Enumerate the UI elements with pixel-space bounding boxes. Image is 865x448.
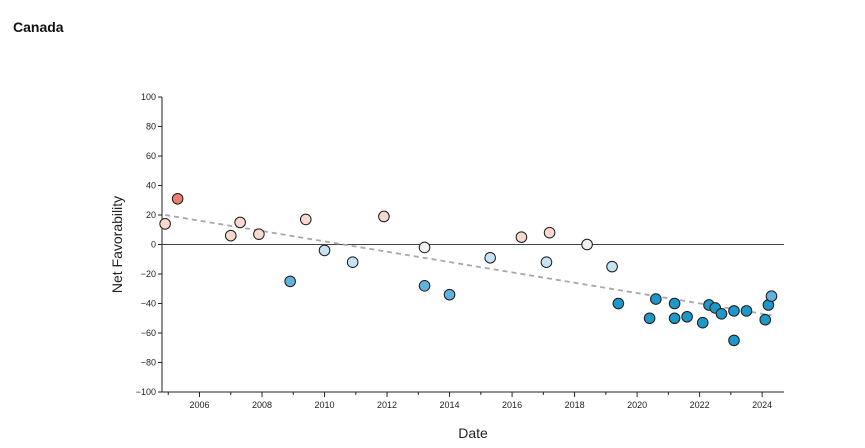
y-tick-label: −80 (141, 358, 156, 368)
data-point (606, 260, 618, 273)
data-point (543, 226, 556, 239)
x-tick-label: 2010 (315, 400, 335, 410)
y-tick-label: −20 (141, 269, 156, 279)
data-point (681, 310, 693, 323)
x-axis-ticks: 2006 2008 2010 2012 2014 2016 2018 2020 2022 2024 (167, 392, 772, 410)
x-tick-label: 2018 (565, 400, 585, 410)
y-tick-label: −60 (141, 328, 156, 338)
data-point (418, 241, 431, 254)
data-points (159, 192, 778, 347)
x-tick-label: 2016 (502, 400, 522, 410)
x-tick-label: 2008 (252, 400, 272, 410)
trend-line (164, 214, 772, 317)
data-point (171, 192, 184, 205)
data-point (668, 312, 681, 325)
data-point (728, 334, 740, 347)
y-axis-ticks: 100 80 60 40 20 0 −20 −40 −60 −80 −100 (136, 92, 162, 397)
x-tick-label: 2006 (189, 400, 209, 410)
data-point (728, 305, 740, 317)
page-title: Canada (13, 19, 64, 35)
data-point (299, 213, 312, 226)
data-point (715, 308, 728, 320)
x-tick-label: 2012 (377, 400, 397, 410)
data-point (159, 218, 171, 230)
data-point (765, 290, 778, 302)
data-point (643, 312, 656, 325)
data-point (284, 275, 296, 288)
data-point (224, 229, 237, 242)
x-axis-title: Date (458, 425, 488, 441)
data-point (581, 238, 593, 251)
y-tick-label: 60 (146, 151, 156, 161)
data-point (668, 297, 681, 310)
x-tick-label: 2022 (690, 400, 710, 410)
data-point (759, 313, 772, 326)
data-point (612, 297, 625, 310)
x-tick-label: 2024 (752, 400, 772, 410)
data-point (740, 305, 753, 317)
data-point (696, 316, 709, 329)
data-point (418, 280, 431, 292)
data-point (234, 216, 246, 229)
x-tick-label: 2020 (627, 400, 647, 410)
x-tick-label: 2014 (440, 400, 460, 410)
y-tick-label: 80 (146, 122, 156, 132)
data-point (540, 256, 553, 269)
y-tick-label: −40 (141, 299, 156, 309)
data-point (515, 231, 528, 243)
data-point (346, 256, 359, 269)
y-tick-label: 0 (151, 240, 156, 250)
data-point (650, 293, 662, 305)
data-point (443, 288, 456, 301)
y-tick-label: 40 (146, 181, 156, 191)
data-point (318, 244, 331, 257)
y-tick-label: 100 (141, 92, 156, 102)
y-axis-title: Net Favorability (109, 196, 125, 293)
y-tick-label: −100 (136, 387, 156, 397)
data-point (253, 228, 265, 240)
chart-axes: 100 80 60 40 20 0 −20 −40 −60 −80 −100 2006 2008 201… (136, 92, 784, 410)
data-point (378, 210, 390, 223)
y-tick-label: 20 (146, 210, 156, 220)
data-point (484, 251, 496, 264)
